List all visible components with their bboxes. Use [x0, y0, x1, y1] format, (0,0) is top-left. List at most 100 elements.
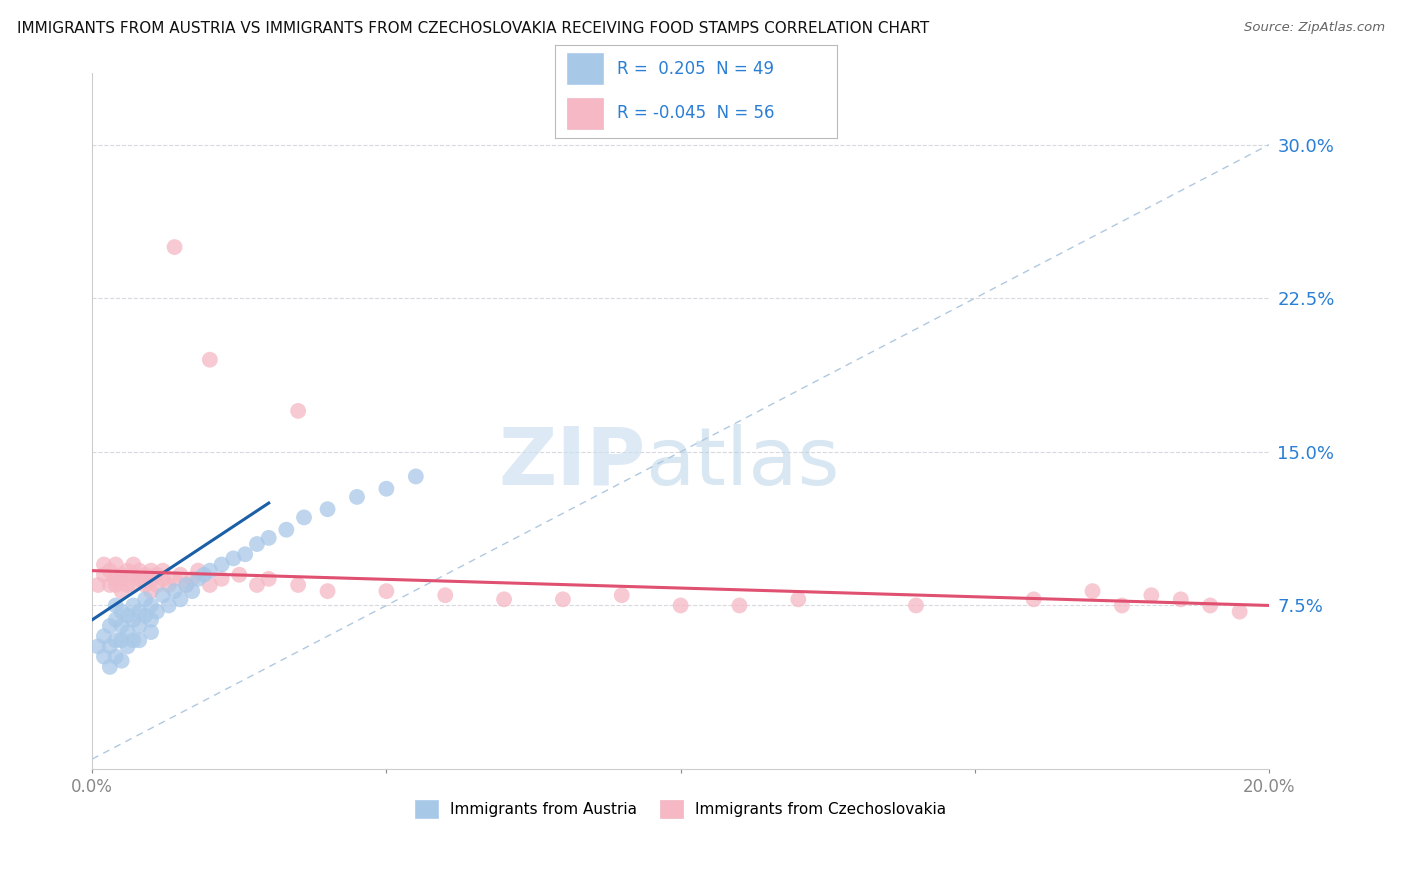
Point — [93, 567, 115, 582]
Point — [146, 605, 169, 619]
Point — [157, 578, 180, 592]
Point — [405, 469, 427, 483]
Point — [139, 625, 162, 640]
Point — [128, 605, 150, 619]
Point — [93, 649, 115, 664]
Point — [198, 352, 221, 367]
Point — [104, 558, 127, 572]
Legend: Immigrants from Austria, Immigrants from Czechoslovakia: Immigrants from Austria, Immigrants from… — [409, 794, 952, 824]
Point — [787, 592, 810, 607]
Point — [122, 599, 145, 613]
Point — [163, 572, 186, 586]
Point — [287, 578, 309, 592]
Point — [1229, 605, 1251, 619]
Point — [434, 588, 457, 602]
Point — [292, 510, 315, 524]
Point — [176, 578, 198, 592]
Point — [128, 572, 150, 586]
Point — [98, 619, 121, 633]
Point — [146, 578, 169, 592]
Point — [316, 502, 339, 516]
Point — [139, 613, 162, 627]
Point — [110, 654, 132, 668]
Text: IMMIGRANTS FROM AUSTRIA VS IMMIGRANTS FROM CZECHOSLOVAKIA RECEIVING FOOD STAMPS : IMMIGRANTS FROM AUSTRIA VS IMMIGRANTS FR… — [17, 21, 929, 36]
Point — [104, 649, 127, 664]
Point — [139, 584, 162, 599]
Point — [104, 572, 127, 586]
Point — [222, 551, 245, 566]
Point — [276, 523, 298, 537]
Point — [117, 564, 139, 578]
Point — [104, 578, 127, 592]
Point — [375, 482, 398, 496]
Point — [93, 558, 115, 572]
Point — [246, 578, 269, 592]
Point — [87, 578, 110, 592]
Point — [139, 599, 162, 613]
Point — [122, 578, 145, 592]
Point — [139, 572, 162, 586]
Point — [128, 633, 150, 648]
Point — [93, 629, 115, 643]
Point — [104, 633, 127, 648]
Point — [375, 584, 398, 599]
Point — [211, 558, 233, 572]
Point — [187, 572, 209, 586]
Point — [246, 537, 269, 551]
Point — [110, 605, 132, 619]
Point — [87, 640, 110, 654]
Point — [134, 567, 156, 582]
Point — [122, 613, 145, 627]
Point — [1170, 592, 1192, 607]
Point — [117, 625, 139, 640]
Point — [98, 640, 121, 654]
Point — [98, 660, 121, 674]
Bar — [567, 98, 603, 129]
Point — [187, 564, 209, 578]
Point — [494, 592, 516, 607]
Point — [163, 240, 186, 254]
Point — [110, 619, 132, 633]
Point — [257, 531, 280, 545]
Point — [669, 599, 692, 613]
Point — [193, 567, 215, 582]
Point — [181, 584, 204, 599]
Point — [122, 558, 145, 572]
Point — [98, 564, 121, 578]
Point — [1140, 588, 1163, 602]
Point — [169, 592, 191, 607]
Point — [610, 588, 633, 602]
Point — [110, 567, 132, 582]
Point — [139, 564, 162, 578]
Point — [176, 578, 198, 592]
Point — [198, 564, 221, 578]
Point — [110, 584, 132, 599]
Point — [122, 567, 145, 582]
Point — [117, 578, 139, 592]
Point — [117, 608, 139, 623]
Point — [169, 567, 191, 582]
Text: R =  0.205  N = 49: R = 0.205 N = 49 — [617, 60, 775, 78]
Point — [198, 578, 221, 592]
Point — [152, 572, 174, 586]
Point — [904, 599, 927, 613]
Point — [1111, 599, 1133, 613]
Point — [98, 578, 121, 592]
Point — [157, 599, 180, 613]
Point — [728, 599, 751, 613]
Point — [287, 404, 309, 418]
Point — [1081, 584, 1104, 599]
Point — [233, 547, 256, 561]
Point — [163, 584, 186, 599]
Point — [104, 599, 127, 613]
Point — [122, 633, 145, 648]
Text: ZIP: ZIP — [498, 424, 645, 502]
Text: Source: ZipAtlas.com: Source: ZipAtlas.com — [1244, 21, 1385, 34]
Point — [316, 584, 339, 599]
Point — [211, 572, 233, 586]
Point — [110, 633, 132, 648]
Point — [346, 490, 368, 504]
Point — [1199, 599, 1222, 613]
Point — [1022, 592, 1045, 607]
Bar — [567, 53, 603, 84]
